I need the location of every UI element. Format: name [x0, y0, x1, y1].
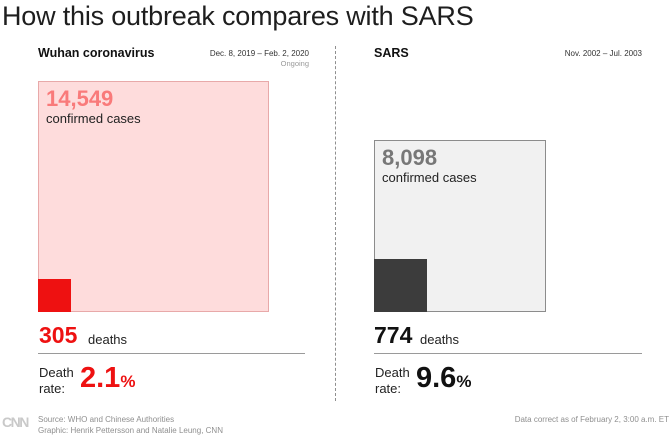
sars-death-rate-label: Death rate: [375, 365, 410, 396]
wuhan-cases-square [38, 81, 269, 312]
wuhan-deaths-label: deaths [88, 332, 128, 347]
wuhan-status: Ongoing [280, 59, 309, 68]
wuhan-divider-rule [38, 353, 305, 354]
wuhan-cases-label: confirmed cases [46, 111, 141, 126]
sars-deaths-square [374, 258, 428, 312]
sars-deaths-label: deaths [420, 332, 460, 347]
cnn-logo: CNN [2, 414, 31, 430]
wuhan-deaths-square [38, 278, 72, 312]
source-credit: Source: WHO and Chinese Authorities [38, 415, 175, 424]
panel-divider [335, 46, 336, 401]
wuhan-death-rate: 2.1% [80, 362, 136, 394]
chart-title: How this outbreak compares with SARS [2, 1, 474, 31]
data-timestamp-note: Data correct as of February 2, 3:00 a.m.… [514, 415, 669, 424]
wuhan-date-range: Dec. 8, 2019 – Feb. 2, 2020 [209, 49, 309, 58]
sars-panel-title: SARS [374, 46, 409, 60]
wuhan-death-rate-label: Death rate: [39, 365, 74, 396]
sars-divider-rule [374, 353, 642, 354]
sars-deaths-number: 774 [374, 322, 413, 348]
sars-date-range: Nov. 2002 – Jul. 2003 [564, 49, 642, 58]
graphic-credit: Graphic: Henrik Pettersson and Natalie L… [38, 426, 223, 435]
wuhan-deaths-number: 305 [39, 322, 78, 348]
sars-death-rate: 9.6% [416, 362, 472, 394]
svg-text:CNN: CNN [2, 414, 29, 430]
sars-cases-label: confirmed cases [382, 169, 477, 185]
sars-cases-number: 8,098 [382, 144, 438, 170]
wuhan-panel-title: Wuhan coronavirus [38, 46, 155, 60]
wuhan-cases-number: 14,549 [46, 86, 114, 111]
